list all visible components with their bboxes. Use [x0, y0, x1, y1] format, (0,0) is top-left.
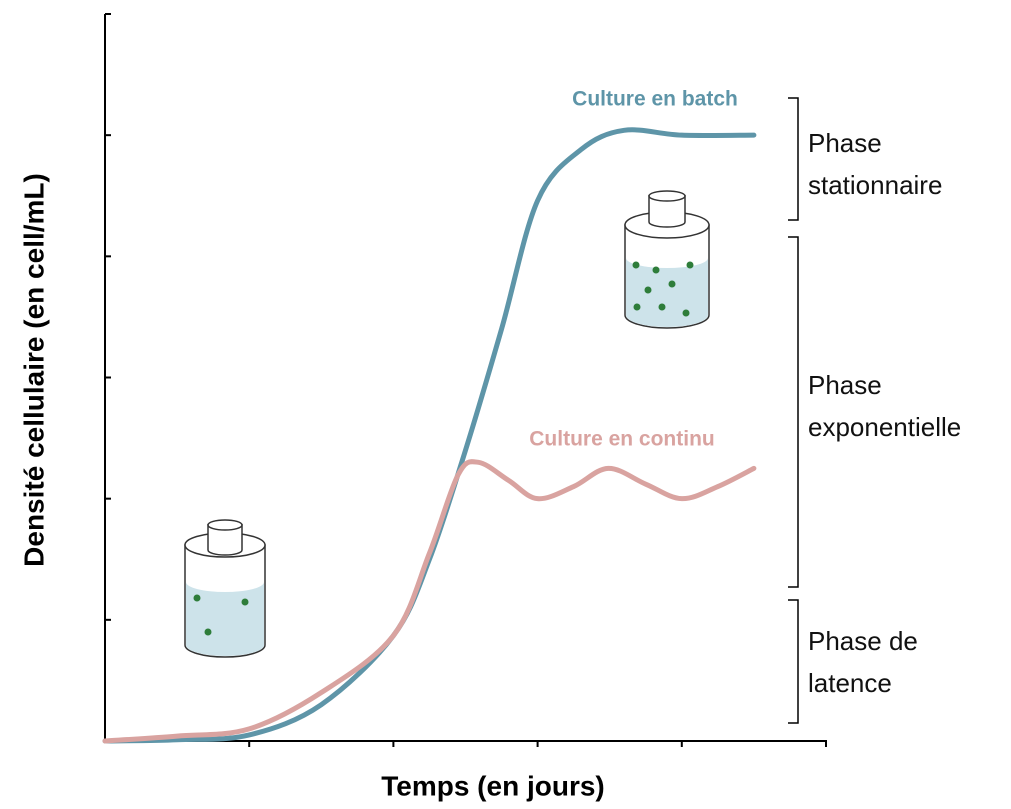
- y-axis-title: Densité cellulaire (en cell/mL): [18, 173, 49, 567]
- phase-label: Phase: [808, 370, 882, 400]
- chart: Temps (en jours) Densité cellulaire (en …: [0, 0, 1011, 809]
- phase-label: Phase de: [808, 626, 918, 656]
- phase-label: exponentielle: [808, 412, 961, 442]
- phase-label: latence: [808, 668, 892, 698]
- bracket: [788, 237, 798, 587]
- series-label: Culture en continu: [529, 428, 715, 451]
- x-axis-title: Temps (en jours): [381, 770, 605, 801]
- phase-label: Phase: [808, 128, 882, 158]
- bottle-icon: [625, 191, 709, 328]
- bracket: [788, 98, 798, 220]
- page: {"chart_data": { "type": "line", "xlabel…: [0, 0, 1011, 809]
- series-label: Culture en batch: [572, 88, 738, 111]
- bracket: [788, 600, 798, 723]
- phase-label: stationnaire: [808, 170, 942, 200]
- bottle-icon: [185, 520, 265, 657]
